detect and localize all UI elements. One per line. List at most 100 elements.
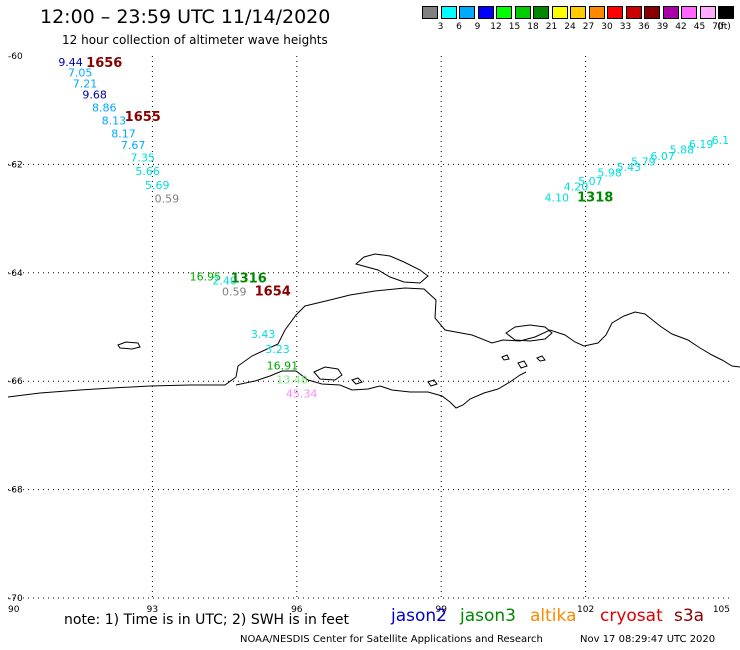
legend-swatch [699, 6, 716, 19]
legend-label: 15 [508, 22, 521, 32]
wave-height-label: 5.43 [617, 161, 642, 174]
legend-swatch [422, 6, 438, 19]
wave-height-label: 13.48 [276, 373, 308, 386]
islet-4 [501, 354, 510, 361]
legend-label: 3 [437, 22, 444, 32]
legend-label: (ft) [717, 22, 731, 32]
wave-height-label: 3.23 [265, 343, 290, 356]
map-title: 12:00 – 23:59 UTC 11/14/2020 [40, 6, 331, 28]
legend-swatch [662, 6, 679, 19]
satellite-s3a: s3a [674, 606, 705, 626]
wave-height-label: 9.44 [58, 56, 83, 69]
legend-label: 45 [693, 22, 706, 32]
wave-height-label: 6.19 [689, 138, 714, 151]
wave-height-label: 5.66 [135, 165, 160, 178]
islet-5 [536, 355, 546, 362]
legend-swatch [477, 6, 494, 19]
pass-time-label: 1316 [231, 272, 267, 287]
legend-label: 30 [601, 22, 613, 32]
wave-height-label: 4.20 [564, 180, 589, 193]
wave-height-label: 16.91 [267, 359, 299, 372]
island-left [117, 341, 141, 350]
wave-height-label: 16.95 [190, 270, 222, 283]
wave-height-label: 5.98 [597, 166, 622, 179]
islet-1 [351, 377, 363, 385]
satellite-cryosat: cryosat [600, 606, 663, 626]
x-tick-label: 102 [577, 605, 594, 615]
map-subtitle: 12 hour collection of altimeter wave hei… [62, 33, 328, 47]
footer-note: note: 1) Time is in UTC; 2) SWH is in fe… [64, 612, 350, 628]
wave-height-label: 8.86 [92, 101, 117, 114]
y-tick-label: -60 [8, 52, 23, 62]
antarctic-coastline [7, 253, 740, 409]
axis-ticks: 90 93 96 99 102 105 -60 -62 -64 -66 -68 -70 [8, 52, 730, 615]
legend-swatch [681, 6, 697, 19]
wave-height-label: 4.10 [544, 191, 569, 204]
legend-label: 39 [656, 22, 669, 32]
legend-swatch [607, 6, 623, 19]
wave-height-labels: 9.447.057.219.688.868.138.177.677.355.66… [58, 56, 729, 401]
legend-swatch [514, 6, 531, 19]
y-tick-label: -66 [8, 377, 23, 387]
satellite-jason3: jason3 [460, 606, 516, 626]
islet-2 [427, 379, 438, 387]
legend-label: 33 [619, 22, 632, 32]
legend-swatch [496, 6, 512, 19]
wave-height-label: 7.05 [68, 67, 93, 80]
pass-time-label: 1655 [125, 110, 161, 125]
pass-time-label: 1654 [255, 285, 291, 300]
wave-height-label: 6.1 [712, 134, 730, 147]
legend-label: 36 [638, 22, 650, 32]
wave-height-label: 5.69 [145, 179, 170, 192]
legend-swatch [459, 6, 475, 19]
wave-height-label: 45.34 [286, 387, 318, 400]
legend-label: 24 [564, 22, 576, 32]
legend-swatch [570, 6, 586, 19]
wave-height-label: 3.43 [251, 328, 276, 341]
legend-swatch [551, 6, 568, 19]
wave-height-label: 8.17 [111, 127, 136, 140]
y-tick-label: -62 [8, 160, 23, 170]
wave-height-label: 9.68 [82, 88, 107, 101]
pass-time-label: 1656 [86, 56, 122, 71]
y-tick-label: -70 [8, 594, 23, 604]
wave-height-label: 5.88 [670, 144, 695, 157]
graticule [8, 56, 730, 599]
wave-height-label: 6.07 [650, 150, 675, 163]
wave-height-label: 5.07 [578, 175, 603, 188]
coastline-main [7, 287, 740, 398]
footer-date: Nov 17 08:29:47 UTC 2020 [580, 634, 716, 645]
footer-credit: NOAA/NESDIS Center for Satellite Applica… [240, 634, 543, 645]
wave-height-label: 2.40 [212, 275, 237, 288]
x-tick-label: 96 [291, 605, 303, 615]
legend-label: 18 [527, 22, 539, 32]
legend-swatch [625, 6, 642, 19]
coastline-shelf [235, 370, 527, 409]
legend-swatch [644, 6, 660, 19]
wave-height-label: 8.13 [102, 114, 127, 127]
islet-3 [517, 360, 528, 369]
wave-height-label: 7.35 [131, 152, 156, 165]
iceshelf-upper [354, 253, 429, 284]
wave-height-label: 0.59 [222, 286, 247, 299]
wave-height-label: 0.59 [155, 192, 180, 205]
legend-label: 27 [582, 22, 595, 32]
wave-height-label: 7.21 [73, 77, 98, 90]
legend-swatch [440, 6, 457, 19]
legend-label: 42 [675, 22, 687, 32]
legend-swatch [533, 6, 549, 19]
x-tick-label: 93 [147, 605, 158, 615]
y-tick-label: -64 [8, 269, 23, 279]
legend-label: 9 [474, 22, 481, 32]
x-tick-label: 99 [435, 605, 447, 615]
wave-height-label: 5.79 [631, 155, 656, 168]
legend-label: 12 [490, 22, 502, 32]
legend-swatch [588, 6, 605, 19]
legend-label: 70 [712, 22, 724, 32]
island-right [505, 324, 553, 342]
satellite-jason2: jason2 [391, 606, 447, 626]
pass-time-label: 1318 [577, 190, 613, 205]
legend-swatch [718, 6, 734, 19]
